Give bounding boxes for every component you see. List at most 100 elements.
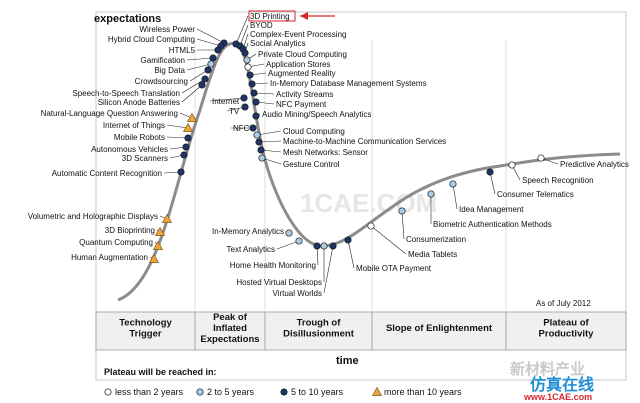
technology-label: Mobile OTA Payment [356,264,432,273]
technology-text-analytics: Text Analytics [227,237,303,254]
circle-marker [198,81,206,89]
legend-item-2: 2 to 5 years [196,387,255,397]
technology-consumerization: Consumerization [398,207,466,244]
y-axis-label: expectations [94,13,161,25]
triangle-marker [186,112,198,122]
circle-marker [255,138,263,146]
technology-mobile-ota-payment: Mobile OTA Payment [344,236,432,273]
technology-in-memory-analytics: In-Memory Analytics [212,227,293,237]
leader-line [256,130,282,136]
phase-label: Technology [119,318,172,329]
technology-label: Silicon Anode Batteries [98,98,180,107]
circle-marker [508,161,516,169]
circle-marker [280,388,288,396]
watermark-site: www.1CAE.com [523,392,592,402]
technology-label: In-Memory Database Management Systems [270,79,427,88]
circle-marker [201,75,209,83]
technology-label: Gesture Control [283,160,340,169]
phase-label: Inflated [213,323,247,334]
technology-label: Machine-to-Machine Communication Service… [283,137,446,146]
circle-marker [320,242,328,250]
technology-machine-to-machine-communication-services: Machine-to-Machine Communication Service… [255,137,446,146]
phase-label: Expectations [200,334,259,345]
technology-label: TV [229,107,240,116]
phase-band [95,311,627,351]
legend-title: Plateau will be reached in: [104,367,217,377]
technology-label: Application Stores [266,60,330,69]
circle-marker [253,131,261,139]
circle-marker [196,388,204,396]
technology-label: BYOD [250,21,273,30]
technology-label: Consumerization [406,235,466,244]
technology-label: Automatic Content Recognition [52,169,162,178]
phase-label: Peak of [213,312,248,323]
leader-line [323,245,334,294]
leader-line [401,210,405,240]
technology-nfc-payment: NFC Payment [252,98,327,109]
circle-marker [207,60,215,68]
technology-hybrid-cloud-computing: Hybrid Cloud Computing [108,35,225,50]
legend-item-label: less than 2 years [115,387,184,397]
circle-marker [204,66,212,74]
technology-big-data: Big Data [154,60,215,75]
technology-silicon-anode-batteries: Silicon Anode Batteries [98,81,206,107]
legend-item-label: more than 10 years [384,387,462,397]
circle-marker [177,168,185,176]
technology-crowdsourcing: Crowdsourcing [135,66,212,86]
technology-automatic-content-recognition: Automatic Content Recognition [52,168,185,178]
leader-line [181,84,203,103]
technology-label: Virtual Worlds [273,289,323,298]
circle-marker [244,63,252,71]
technology-label: Speech-to-Speech Translation [72,89,180,98]
hype-curve [117,42,621,302]
technology-human-augmentation: Human Augmentation [71,253,160,263]
leader-line [235,15,249,45]
technology-tv: TV [226,103,249,116]
circle-marker [449,180,457,188]
technology-wireless-power: Wireless Power [139,25,228,47]
as-of-date: As of July 2012 [536,299,591,308]
circle-marker [182,143,190,151]
technology-consumer-telematics: Consumer Telematics [486,168,574,199]
technology-augmented-reality: Augmented Reality [246,69,336,79]
technology-gamification: Gamification [141,54,217,65]
technology-label: Mobile Robots [114,133,165,142]
technology-idea-management: Idea Management [449,180,524,214]
circle-marker [252,112,260,120]
highlight-box [248,10,296,22]
technology-home-health-monitoring: Home Health Monitoring [230,242,321,270]
technology-label: Private Cloud Computing [258,50,347,59]
circle-marker [248,80,256,88]
leader-line [166,124,189,129]
leader-line [196,28,225,44]
triangle-marker [371,386,383,396]
technology-activity-streams: Activity Streams [250,89,333,99]
circle-marker [241,49,249,57]
technology-label: Media Tablets [408,250,457,259]
leader-line [186,63,212,71]
technology-label: Speech Recognition [522,176,594,185]
technology-label: Hybrid Cloud Computing [108,35,195,44]
technology-label: Volumetric and Holographic Displays [28,212,158,221]
circle-marker [537,154,545,162]
technology-label: NFC Payment [276,100,327,109]
highlight-arrow-head [300,12,308,20]
circle-marker [214,46,222,54]
technology-label: Audio Mining/Speech Analytics [262,110,371,119]
technology-autonomous-vehicles: Autonomous Vehicles [91,143,190,154]
technology-label: Complex-Event Processing [250,30,346,39]
technology-label: 3D Printing [250,12,290,21]
technology-label: Augmented Reality [268,69,336,78]
figure-border [95,11,627,381]
technology-predictive-analytics: Predictive Analytics [537,154,629,169]
technology-media-tablets: Media Tablets [367,222,457,259]
technology-label: 3D Scanners [122,154,168,163]
legend-item-label: 2 to 5 years [207,387,255,397]
circle-marker [104,388,112,396]
circle-marker [257,146,265,154]
technology-label: Hosted Virtual Desktops [236,278,322,287]
technology-label: Gamification [141,56,185,65]
